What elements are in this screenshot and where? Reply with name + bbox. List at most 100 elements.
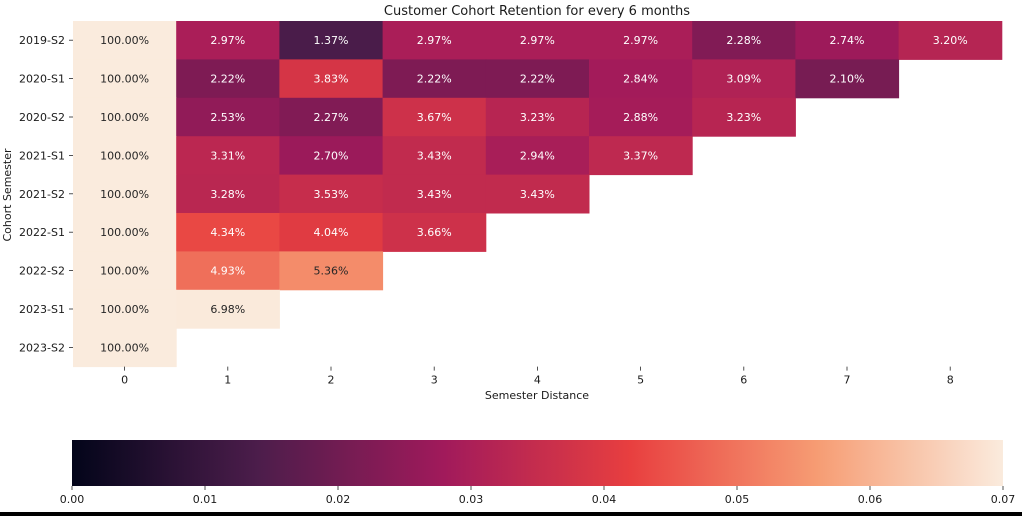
heatmap-cell xyxy=(279,174,384,214)
x-axis-label: Semester Distance xyxy=(485,389,589,402)
colorbar-ticks: 0.00 0.01 0.02 0.03 0.04 0.05 0.06 0.07 xyxy=(60,486,1016,506)
heatmap-cell xyxy=(692,97,796,137)
cell-value-label: 2.53% xyxy=(210,111,245,124)
cell-value-label: 2.28% xyxy=(726,34,761,47)
cell-value-label: 2.27% xyxy=(314,111,349,124)
cell-value-label: 2.88% xyxy=(623,111,658,124)
heatmap-cells: 100.00% 2.97% 1.37% 2.97% 2.97% 2.97% 2.28% 2.7… xyxy=(73,21,1003,368)
cell-value-label: 100.00% xyxy=(100,34,149,47)
y-tick-label: 2021-S2 xyxy=(19,188,65,201)
x-tick-label: 7 xyxy=(844,374,851,387)
heatmap-cell xyxy=(73,174,177,214)
cell-value-label: 3.43% xyxy=(417,188,452,201)
cell-value-label: 2.22% xyxy=(210,73,245,86)
y-axis-label: Cohort Semester xyxy=(1,148,14,241)
y-tick-label: 2023-S1 xyxy=(19,303,65,316)
cell-value-label: 3.23% xyxy=(726,111,761,124)
cell-value-label: 100.00% xyxy=(100,111,149,124)
cell-value-label: 3.43% xyxy=(417,149,452,162)
cell-value-label: 2.97% xyxy=(417,34,452,47)
heatmap-cell xyxy=(382,174,487,214)
heatmap-cell xyxy=(73,136,177,176)
heatmap-cell xyxy=(279,136,384,176)
colorbar-tick-label: 0.07 xyxy=(991,493,1016,506)
cell-value-label: 4.93% xyxy=(210,265,245,278)
heatmap-cell xyxy=(279,59,384,99)
y-tick-label: 2019-S2 xyxy=(19,34,65,47)
bottom-border xyxy=(0,512,1022,516)
cell-value-label: 4.34% xyxy=(210,226,245,239)
heatmap-cell xyxy=(589,136,693,176)
cell-value-label: 2.10% xyxy=(830,73,865,86)
x-axis-ticks: 0 1 2 3 4 5 6 7 8 xyxy=(121,366,954,387)
cell-value-label: 2.70% xyxy=(314,149,349,162)
chart-title: Customer Cohort Retention for every 6 mo… xyxy=(384,4,690,19)
cell-value-label: 3.53% xyxy=(314,188,349,201)
heatmap-cell xyxy=(73,59,177,99)
y-tick-label: 2022-S2 xyxy=(19,265,65,278)
heatmap-cell xyxy=(279,97,384,137)
heatmap-cell xyxy=(485,174,590,214)
heatmap-cell xyxy=(176,21,280,60)
heatmap-cell xyxy=(176,213,280,252)
cell-value-label: 2.97% xyxy=(623,34,658,47)
heatmap-cell xyxy=(73,21,177,60)
cell-value-label: 3.28% xyxy=(210,188,245,201)
cell-value-label: 2.22% xyxy=(417,73,452,86)
cell-value-label: 3.23% xyxy=(520,111,555,124)
cell-value-label: 2.74% xyxy=(830,34,865,47)
heatmap-cell xyxy=(795,59,900,99)
x-tick-label: 6 xyxy=(740,374,747,387)
heatmap-cell xyxy=(589,21,693,60)
heatmap-cell xyxy=(279,251,384,291)
heatmap-cell xyxy=(589,97,693,137)
heatmap-cell xyxy=(485,21,590,60)
y-tick-label: 2022-S1 xyxy=(19,226,65,239)
heatmap-cell xyxy=(73,97,177,137)
colorbar-tick-label: 0.00 xyxy=(60,493,85,506)
cell-value-label: 1.37% xyxy=(314,34,349,47)
cell-value-label: 3.09% xyxy=(726,73,761,86)
x-tick-label: 1 xyxy=(224,374,231,387)
cell-value-label: 100.00% xyxy=(100,188,149,201)
cell-value-label: 3.83% xyxy=(314,73,349,86)
y-tick-label: 2020-S2 xyxy=(19,111,65,124)
cell-value-label: 2.97% xyxy=(520,34,555,47)
heatmap-cell xyxy=(382,97,487,137)
heatmap-cell xyxy=(485,59,590,99)
heatmap-cell xyxy=(382,136,487,176)
cell-value-label: 2.97% xyxy=(210,34,245,47)
colorbar-tick-label: 0.06 xyxy=(858,493,883,506)
colorbar-tick-label: 0.03 xyxy=(459,493,484,506)
heatmap-cell xyxy=(279,21,384,60)
y-tick-label: 2021-S1 xyxy=(19,149,65,162)
heatmap-cell xyxy=(382,21,487,60)
colorbar-tick-label: 0.04 xyxy=(592,493,617,506)
heatmap-cell xyxy=(692,21,796,60)
colorbar-tick-label: 0.02 xyxy=(326,493,351,506)
cell-value-label: 4.04% xyxy=(314,226,349,239)
heatmap-cell xyxy=(795,21,900,60)
heatmap-cell xyxy=(73,289,177,329)
heatmap-cell xyxy=(176,59,280,99)
heatmap-cell xyxy=(176,136,280,176)
cell-value-label: 3.31% xyxy=(210,149,245,162)
heatmap-cell xyxy=(382,213,487,252)
heatmap-cell xyxy=(382,59,487,99)
cell-value-label: 100.00% xyxy=(100,341,149,354)
cell-value-label: 3.20% xyxy=(933,34,968,47)
y-tick-label: 2020-S1 xyxy=(19,73,65,86)
colorbar-tick-label: 0.05 xyxy=(725,493,750,506)
cell-value-label: 2.84% xyxy=(623,73,658,86)
cell-value-label: 2.22% xyxy=(520,73,555,86)
heatmap-cell xyxy=(692,59,796,99)
heatmap-cell xyxy=(176,289,280,329)
colorbar-tick-label: 0.01 xyxy=(193,493,218,506)
heatmap-cell xyxy=(73,251,177,291)
cell-value-label: 3.66% xyxy=(417,226,452,239)
heatmap-cell xyxy=(176,251,280,291)
colorbar xyxy=(72,440,1003,486)
x-tick-label: 5 xyxy=(637,374,644,387)
x-tick-label: 0 xyxy=(121,374,128,387)
